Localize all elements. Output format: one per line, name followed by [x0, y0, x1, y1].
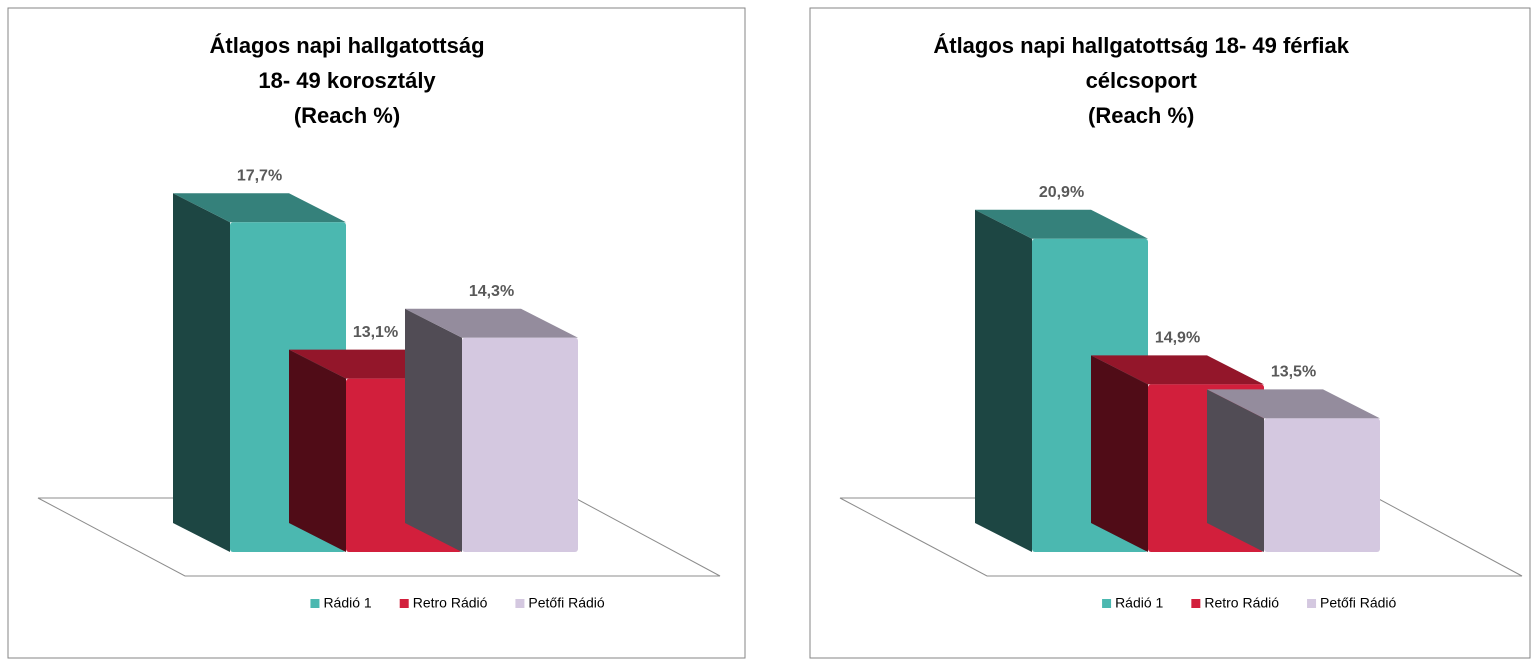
- value-label: 20,9%: [1039, 184, 1084, 201]
- chart-title: Átlagos napi hallgatottság: [210, 33, 485, 58]
- bar-top: [1091, 355, 1264, 385]
- chart-title: (Reach %): [294, 103, 400, 128]
- value-label: 13,5%: [1271, 364, 1316, 381]
- legend-label: Rádió 1: [1115, 595, 1163, 611]
- legend-swatch: [310, 599, 320, 608]
- chart-title: célcsoport: [1086, 68, 1198, 93]
- bar-top: [173, 193, 346, 223]
- legend-swatch: [399, 599, 409, 608]
- chart-title: 18- 49 korosztály: [258, 68, 436, 93]
- legend-item: Petőfi Rádió: [515, 595, 605, 611]
- legend-swatch: [1307, 599, 1317, 608]
- bar-3d: [405, 308, 578, 552]
- value-label: 13,1%: [353, 324, 398, 341]
- legend-item: Rádió 1: [310, 595, 372, 611]
- legend-label: Retro Rádió: [1204, 595, 1279, 611]
- value-label: 14,3%: [469, 283, 514, 300]
- legend-swatch: [1191, 599, 1201, 608]
- value-label: 14,9%: [1155, 330, 1200, 347]
- bar-side: [1091, 355, 1148, 552]
- legend-label: Retro Rádió: [413, 595, 488, 611]
- legend-item: Retro Rádió: [1191, 595, 1279, 611]
- legend-swatch: [515, 599, 525, 608]
- legend-label: Petőfi Rádió: [1320, 595, 1396, 611]
- bar-side: [975, 209, 1032, 552]
- bar-side: [1207, 389, 1264, 552]
- bar: [462, 337, 578, 552]
- bar-top: [1207, 389, 1380, 419]
- legend-label: Rádió 1: [323, 595, 371, 611]
- bar-top: [975, 209, 1148, 239]
- chart-title: (Reach %): [1088, 103, 1194, 128]
- value-label: 17,7%: [237, 167, 282, 184]
- bar-top: [405, 308, 578, 338]
- legend-item: Retro Rádió: [399, 595, 488, 611]
- legend-swatch: [1102, 599, 1112, 608]
- chart-title: Átlagos napi hallgatottság 18- 49 férfia…: [933, 33, 1349, 58]
- bar-side: [173, 193, 230, 552]
- legend-item: Rádió 1: [1102, 595, 1164, 611]
- legend-label: Petőfi Rádió: [528, 595, 604, 611]
- bar-3d: [1207, 389, 1380, 552]
- legend-item: Petőfi Rádió: [1307, 595, 1397, 611]
- bar-side: [289, 349, 346, 552]
- bar: [1264, 418, 1380, 552]
- bar-side: [405, 308, 462, 552]
